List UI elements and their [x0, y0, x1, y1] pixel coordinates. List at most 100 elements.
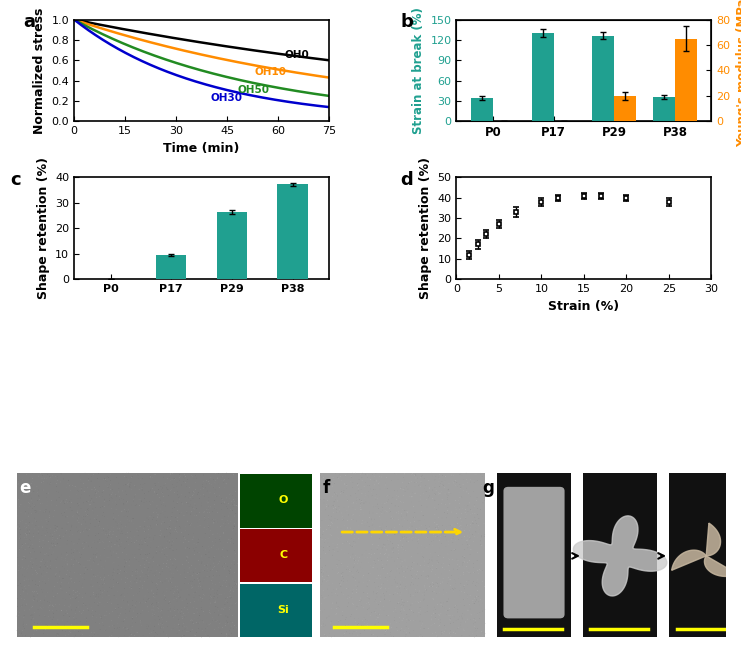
Point [118, 518, 130, 528]
Point [37, 558, 49, 569]
Point [34, 563, 46, 573]
Point [393, 576, 405, 587]
Point [413, 632, 425, 642]
Point [414, 494, 426, 504]
Point [13, 550, 25, 560]
Point [20, 514, 32, 524]
Point [354, 562, 366, 572]
Point [228, 518, 240, 529]
Point [400, 505, 412, 516]
Point [128, 574, 140, 585]
Point [18, 587, 30, 598]
Point [199, 512, 210, 523]
Point [156, 506, 168, 516]
Point [478, 531, 490, 542]
Point [454, 590, 466, 600]
Point [16, 593, 27, 603]
Point [164, 596, 176, 606]
Point [32, 496, 44, 506]
Point [170, 587, 182, 598]
Point [413, 567, 425, 577]
Point [356, 475, 368, 486]
Point [99, 501, 110, 512]
Point [87, 505, 99, 516]
Point [436, 629, 448, 639]
Point [397, 544, 409, 554]
Point [178, 541, 190, 552]
Point [452, 607, 464, 617]
Point [164, 602, 176, 613]
Point [76, 607, 88, 617]
Point [225, 500, 236, 511]
Point [47, 608, 59, 619]
Point [156, 622, 167, 632]
Point [342, 522, 353, 533]
Point [135, 494, 147, 505]
Point [115, 528, 127, 539]
Point [51, 577, 63, 587]
Point [330, 589, 342, 599]
Point [436, 538, 448, 548]
Point [471, 513, 482, 524]
Point [114, 623, 126, 633]
Point [173, 621, 185, 631]
Point [92, 600, 104, 610]
Point [336, 511, 348, 522]
Point [429, 612, 441, 623]
Point [121, 507, 133, 517]
Point [454, 620, 466, 630]
Point [448, 512, 460, 523]
Point [442, 508, 453, 518]
Point [464, 604, 476, 614]
Point [110, 624, 122, 634]
Point [432, 520, 444, 531]
Point [111, 531, 123, 542]
Point [154, 623, 166, 634]
Point [105, 522, 117, 532]
Point [76, 579, 88, 589]
Point [52, 619, 64, 629]
Point [179, 617, 190, 628]
Point [469, 632, 481, 642]
Point [111, 618, 123, 629]
Point [179, 534, 191, 544]
Point [442, 572, 454, 582]
Point [122, 514, 133, 525]
Point [216, 499, 227, 509]
Point [96, 580, 108, 590]
Point [368, 629, 379, 640]
Point [399, 556, 411, 567]
Point [179, 624, 190, 634]
Point [140, 597, 152, 608]
Point [470, 523, 482, 533]
Point [322, 485, 333, 496]
Point [447, 471, 459, 481]
Point [407, 469, 419, 479]
Point [457, 520, 469, 531]
Point [142, 533, 153, 544]
Point [336, 514, 348, 525]
Point [465, 529, 476, 539]
Point [225, 552, 236, 562]
Point [209, 484, 221, 495]
Point [413, 552, 425, 562]
Point [398, 484, 410, 494]
Point [143, 486, 155, 497]
Point [371, 631, 383, 642]
Point [29, 625, 41, 635]
Point [353, 587, 365, 598]
Point [196, 501, 207, 511]
Point [147, 608, 159, 618]
Point [110, 501, 122, 511]
Bar [17, 473, 238, 637]
Point [136, 496, 147, 506]
Point [398, 533, 410, 544]
Point [448, 545, 460, 556]
Point [402, 615, 414, 625]
Point [359, 614, 371, 625]
Point [51, 482, 63, 492]
Point [182, 539, 193, 550]
Point [191, 569, 203, 580]
Point [99, 556, 111, 566]
Point [123, 475, 135, 485]
